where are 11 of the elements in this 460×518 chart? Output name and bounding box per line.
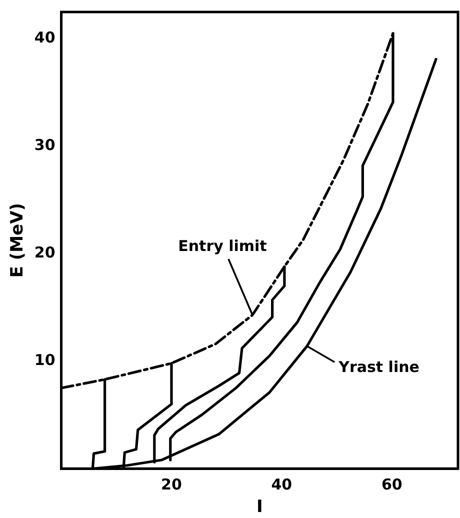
annotation: Entry limit [178, 236, 267, 255]
y-tick-label: 20 [34, 244, 56, 262]
x-axis-title: I [256, 497, 263, 518]
annotation: Yrast line [338, 358, 420, 376]
y-tick-label: 10 [34, 351, 56, 370]
y-tick-label: 40 [34, 28, 56, 47]
y-axis-title: E (MeV) [8, 202, 28, 278]
x-tick-label: 20 [161, 475, 182, 494]
x-tick-label: 60 [381, 475, 402, 494]
y-tick-label: 30 [34, 136, 56, 154]
x-tick-label: 40 [271, 475, 292, 494]
